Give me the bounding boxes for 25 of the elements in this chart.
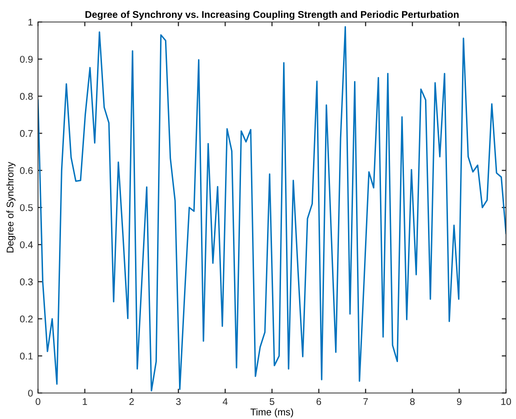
y-tick-label: 0.9 [20, 56, 33, 63]
x-tick-label: 1 [82, 398, 88, 405]
x-tick-label: 7 [363, 398, 368, 405]
x-tick-label: 4 [222, 398, 228, 405]
y-tick-label: 0.3 [20, 278, 33, 286]
x-tick-label: 2 [129, 398, 134, 405]
y-axis-title: Degree of Synchrony [6, 162, 16, 252]
x-tick-label: 0 [36, 398, 40, 405]
y-tick-label: 0.7 [20, 130, 33, 137]
x-tick-label: 8 [410, 398, 415, 405]
x-axis-title: Time (ms) [250, 408, 294, 418]
y-tick-label: 0.1 [20, 352, 33, 360]
y-tick-label: 1 [28, 18, 33, 26]
y-tick-label: 0.2 [20, 316, 33, 322]
y-tick-label: 0.6 [20, 167, 33, 174]
x-tick-label: 9 [456, 398, 462, 405]
y-tick-label: 0.5 [20, 204, 33, 212]
x-tick-label: 5 [270, 398, 274, 405]
y-tick-label: 0 [28, 390, 33, 397]
x-tick-label: 6 [316, 398, 322, 405]
x-tick-label: 10 [501, 398, 512, 405]
x-tick-label: 3 [176, 398, 181, 405]
chart-title: Degree of Synchrony vs. Increasing Coupling Strength and Periodic Perturbation [85, 10, 459, 20]
y-tick-label: 0.4 [20, 241, 33, 248]
y-tick-label: 0.8 [20, 92, 33, 100]
